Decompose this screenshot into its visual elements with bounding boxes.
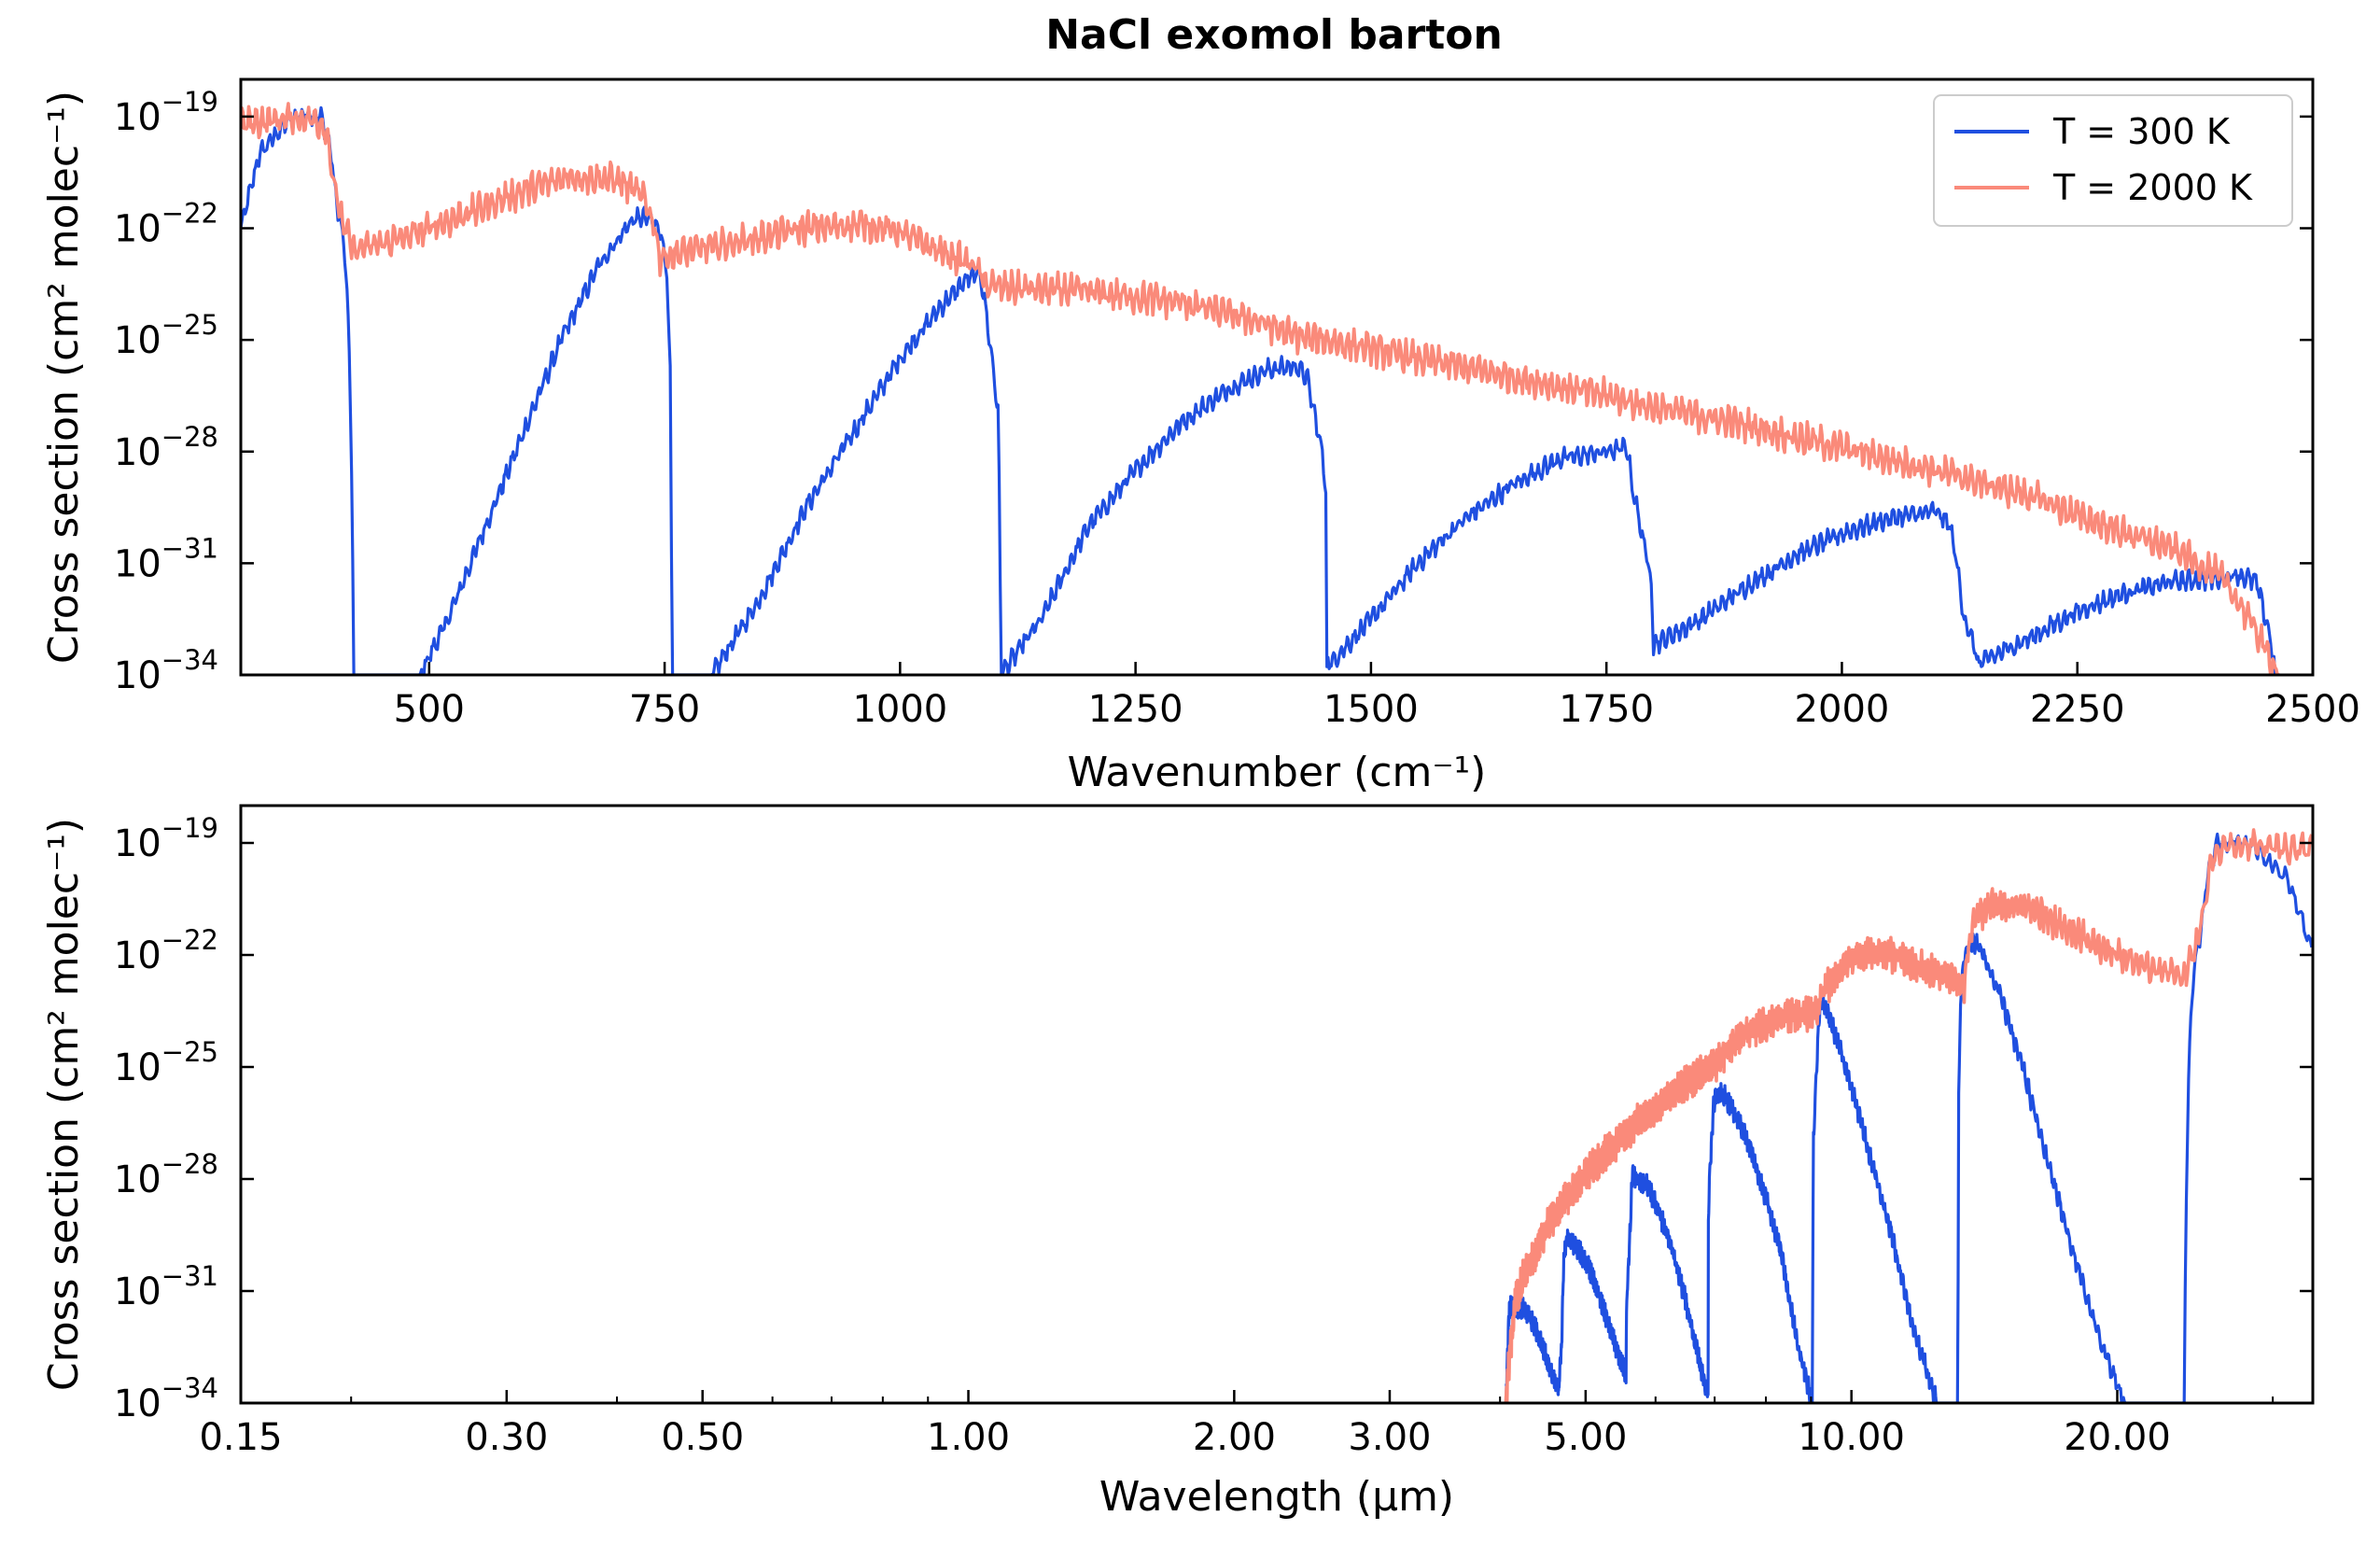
bottom-panel: 0.15 0.30 0.50 1.00 2.00 3.00 5.00 10.00 20.00 1… bbox=[40, 804, 2315, 1521]
bottom-x-tick-label: 0.30 bbox=[465, 1416, 548, 1459]
bottom-x-tick-label: 20.00 bbox=[2064, 1416, 2171, 1459]
bottom-x-tick-label: 0.15 bbox=[199, 1416, 282, 1459]
legend-label-2000k: T = 2000 K bbox=[2052, 167, 2253, 208]
top-y-tick-label: 10−19 bbox=[114, 86, 218, 139]
bottom-x-tick-label: 10.00 bbox=[1798, 1416, 1905, 1459]
top-series-300k bbox=[241, 105, 2280, 675]
bottom-series-2000k bbox=[1504, 828, 2313, 1403]
top-x-tick-label: 1500 bbox=[1323, 688, 1419, 731]
bottom-x-ticks: 0.15 0.30 0.50 1.00 2.00 3.00 5.00 10.00 20.00 bbox=[199, 1390, 2275, 1459]
top-x-tick-label: 750 bbox=[629, 688, 700, 731]
bottom-x-tick-label: 1.00 bbox=[927, 1416, 1010, 1459]
top-x-tick-label: 1750 bbox=[1559, 688, 1654, 731]
top-y-ticks: 10−34 10−31 10−28 10−25 10−22 10−19 bbox=[114, 86, 2313, 697]
top-x-tick-label: 2000 bbox=[1795, 688, 1890, 731]
top-series-2000k bbox=[241, 102, 2281, 675]
bottom-x-tick-label: 0.50 bbox=[661, 1416, 744, 1459]
legend-box bbox=[1933, 94, 2293, 227]
top-plot-lines bbox=[241, 102, 2281, 675]
bottom-axes-frame bbox=[239, 804, 2315, 1405]
top-axes-frame bbox=[239, 77, 2315, 677]
bottom-y-tick-label: 10−25 bbox=[114, 1036, 218, 1089]
bottom-y-axis-label: Cross section (cm² molec⁻¹) bbox=[40, 818, 88, 1391]
top-x-axis-label: Wavenumber (cm⁻¹) bbox=[1068, 749, 1487, 796]
bottom-y-tick-label: 10−34 bbox=[114, 1372, 218, 1425]
bottom-x-tick-label: 5.00 bbox=[1544, 1416, 1627, 1459]
bottom-x-tick-label: 3.00 bbox=[1348, 1416, 1431, 1459]
chart-title: NaCl exomol barton bbox=[1045, 11, 1503, 59]
legend: T = 300 K T = 2000 K bbox=[1933, 94, 2293, 227]
top-y-tick-label: 10−25 bbox=[114, 309, 218, 362]
top-y-tick-label: 10−28 bbox=[114, 421, 218, 474]
top-x-tick-label: 1250 bbox=[1088, 688, 1183, 731]
bottom-x-axis-label: Wavelength (µm) bbox=[1099, 1473, 1454, 1521]
top-y-tick-label: 10−31 bbox=[114, 532, 218, 585]
bottom-series-300k bbox=[1504, 832, 2313, 1403]
bottom-y-tick-label: 10−31 bbox=[114, 1260, 218, 1313]
top-x-tick-label: 2250 bbox=[2030, 688, 2125, 731]
bottom-x-tick-label: 2.00 bbox=[1193, 1416, 1276, 1459]
top-x-ticks: 500 750 1000 1250 1500 1750 2000 2250 2500 bbox=[394, 662, 2360, 731]
bottom-y-tick-label: 10−22 bbox=[114, 924, 218, 977]
bottom-y-tick-label: 10−28 bbox=[114, 1148, 218, 1201]
top-panel: 500 750 1000 1250 1500 1750 2000 2250 2500 10−34… bbox=[40, 77, 2360, 796]
top-x-tick-label: 1000 bbox=[852, 688, 947, 731]
top-y-tick-label: 10−22 bbox=[114, 198, 218, 251]
bottom-plot-lines bbox=[1504, 828, 2313, 1403]
top-x-tick-label: 2500 bbox=[2265, 688, 2360, 731]
bottom-y-tick-label: 10−19 bbox=[114, 812, 218, 865]
top-y-axis-label: Cross section (cm² molec⁻¹) bbox=[40, 91, 88, 664]
top-x-tick-label: 500 bbox=[394, 688, 465, 731]
top-y-tick-label: 10−34 bbox=[114, 644, 218, 697]
legend-label-300k: T = 300 K bbox=[2052, 111, 2231, 152]
bottom-y-ticks: 10−34 10−31 10−28 10−25 10−22 10−19 bbox=[114, 812, 2313, 1425]
